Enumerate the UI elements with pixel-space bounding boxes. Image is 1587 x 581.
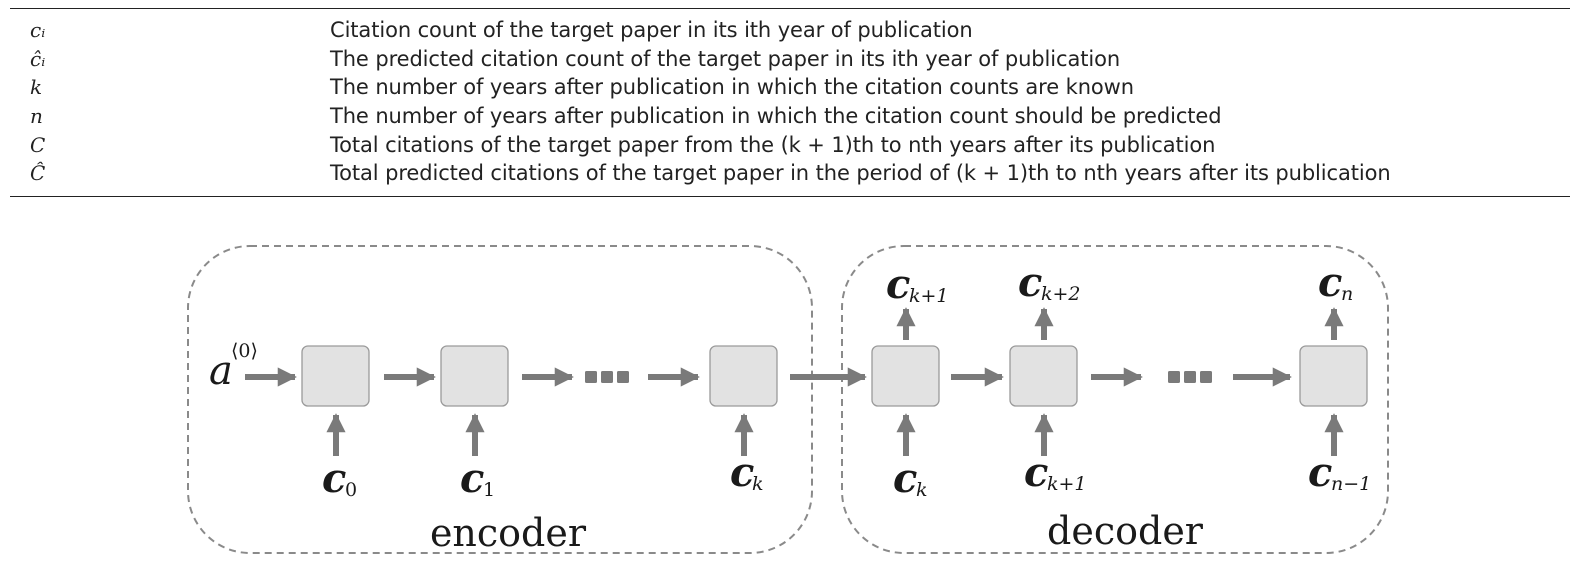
decoder-output-symbol: c (886, 261, 910, 308)
encoder-input-subscript: k (752, 473, 764, 495)
encoder-input-subscript: 0 (345, 479, 357, 501)
decoder-output-symbol: c (1318, 259, 1342, 306)
notation-row: C Total citations of the target paper fr… (10, 130, 1570, 159)
notation-row: n The number of years after publication … (10, 102, 1570, 131)
notation-description: Citation count of the target paper in it… (330, 18, 973, 43)
decoder-input-subscript: k (916, 479, 928, 501)
encoder-cell-k (709, 345, 778, 407)
notation-description: The predicted citation count of the targ… (330, 46, 1121, 71)
initial-state-symbol: a (209, 348, 233, 394)
notation-description: Total predicted citations of the target … (330, 161, 1391, 186)
notation-symbol: ĉᵢ (30, 46, 46, 71)
notation-row: ĉᵢ The predicted citation count of the t… (10, 45, 1570, 74)
decoder-output-symbol: c (1018, 259, 1042, 306)
notation-description: The number of years after publication in… (330, 104, 1222, 129)
notation-symbol: cᵢ (30, 18, 46, 43)
encoder-input-symbol: c (730, 449, 754, 496)
notation-row: cᵢ Citation count of the target paper in… (10, 16, 1570, 45)
notation-description: Total citations of the target paper from… (330, 132, 1216, 157)
notation-symbol: k (30, 75, 43, 100)
decoder-input-symbol: c (893, 455, 917, 502)
notation-row: k The number of years after publication … (10, 73, 1570, 102)
decoder-ellipsis (1168, 371, 1212, 383)
encoder-input-symbol: c (460, 455, 484, 502)
encoder-input-symbol: c (322, 455, 346, 502)
decoder-cell-1 (1009, 345, 1078, 407)
decoder-output-subscript: k+2 (1041, 283, 1081, 305)
initial-state-superscript: ⟨0⟩ (231, 340, 258, 362)
decoder-input-symbol: c (1024, 449, 1048, 496)
notation-symbol: Ĉ (30, 161, 46, 186)
encoder-ellipsis (585, 371, 629, 383)
decoder-label: decoder (1047, 509, 1204, 553)
decoder-output-subscript: n (1341, 283, 1353, 305)
decoder-cell-0 (871, 345, 940, 407)
decoder-panel (841, 245, 1389, 554)
decoder-cell-n (1299, 345, 1368, 407)
decoder-input-subscript: k+1 (1047, 473, 1087, 495)
decoder-output-subscript: k+1 (909, 285, 949, 307)
encoder-label: encoder (430, 511, 587, 555)
notation-symbol: C (30, 132, 46, 157)
notation-table: cᵢ Citation count of the target paper in… (10, 8, 1570, 197)
decoder-input-symbol: c (1308, 449, 1332, 496)
encoder-cell-0 (301, 345, 370, 407)
encoder-panel (187, 245, 813, 554)
notation-description: The number of years after publication in… (330, 75, 1134, 100)
encoder-input-subscript: 1 (483, 479, 495, 501)
notation-row: Ĉ Total predicted citations of the targe… (10, 159, 1570, 188)
encoder-cell-1 (440, 345, 509, 407)
notation-symbol: n (30, 104, 43, 129)
decoder-input-subscript: n−1 (1331, 473, 1371, 495)
